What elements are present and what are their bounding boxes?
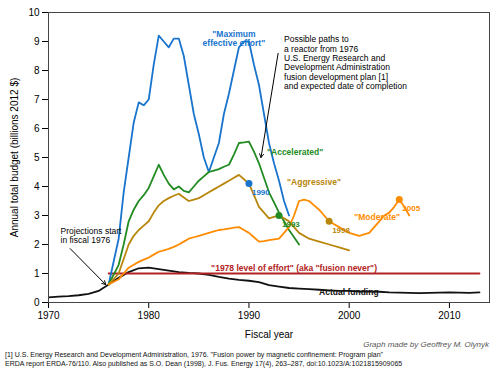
html-text:[1] U.S. Energy Research and D: [1] U.S. Energy Research and Development… xyxy=(5,351,384,358)
svg-text:8: 8 xyxy=(34,65,40,76)
svg-text:"Maximumeffective effort": "Maximumeffective effort" xyxy=(203,28,266,47)
svg-text:1993: 1993 xyxy=(282,220,300,229)
svg-text:9: 9 xyxy=(34,36,40,47)
svg-text:"1978 level of effort" (aka "f: "1978 level of effort" (aka "fusion neve… xyxy=(211,263,377,273)
svg-text:"Aggressive": "Aggressive" xyxy=(287,177,341,187)
svg-text:Fiscal year: Fiscal year xyxy=(245,329,294,340)
svg-text:1998: 1998 xyxy=(332,226,350,235)
svg-text:"Accelerated": "Accelerated" xyxy=(267,147,323,157)
svg-text:10: 10 xyxy=(28,7,40,18)
svg-text:2010: 2010 xyxy=(438,310,461,321)
svg-text:Possible paths toa reactor fro: Possible paths toa reactor from 1976U.S.… xyxy=(284,34,407,91)
svg-text:2000: 2000 xyxy=(338,310,361,321)
svg-text:"Moderate": "Moderate" xyxy=(354,212,400,222)
svg-text:Projections startin fiscal 197: Projections startin fiscal 1976 xyxy=(61,226,123,245)
svg-text:1990: 1990 xyxy=(252,188,270,197)
svg-text:1990: 1990 xyxy=(238,310,261,321)
svg-text:7: 7 xyxy=(34,94,40,105)
svg-text:3: 3 xyxy=(34,210,40,221)
svg-text:4: 4 xyxy=(34,181,40,192)
svg-text:1970: 1970 xyxy=(37,310,60,321)
html-text:Graph made by Geoffrey M. Olyn: Graph made by Geoffrey M. Olynyk xyxy=(363,340,489,349)
svg-text:1980: 1980 xyxy=(138,310,161,321)
svg-text:2: 2 xyxy=(34,239,40,250)
svg-text:Annual total budget (billions: Annual total budget (billions 2012 $) xyxy=(9,78,20,238)
svg-text:6: 6 xyxy=(34,123,40,134)
svg-text:1: 1 xyxy=(34,268,40,279)
svg-text:Actual funding: Actual funding xyxy=(319,287,379,297)
svg-text:5: 5 xyxy=(34,152,40,163)
svg-text:2005: 2005 xyxy=(402,204,420,213)
html-text:ERDA report ERDA-76/110. Also: ERDA report ERDA-76/110. Also published … xyxy=(5,360,403,367)
svg-text:0: 0 xyxy=(34,297,40,308)
